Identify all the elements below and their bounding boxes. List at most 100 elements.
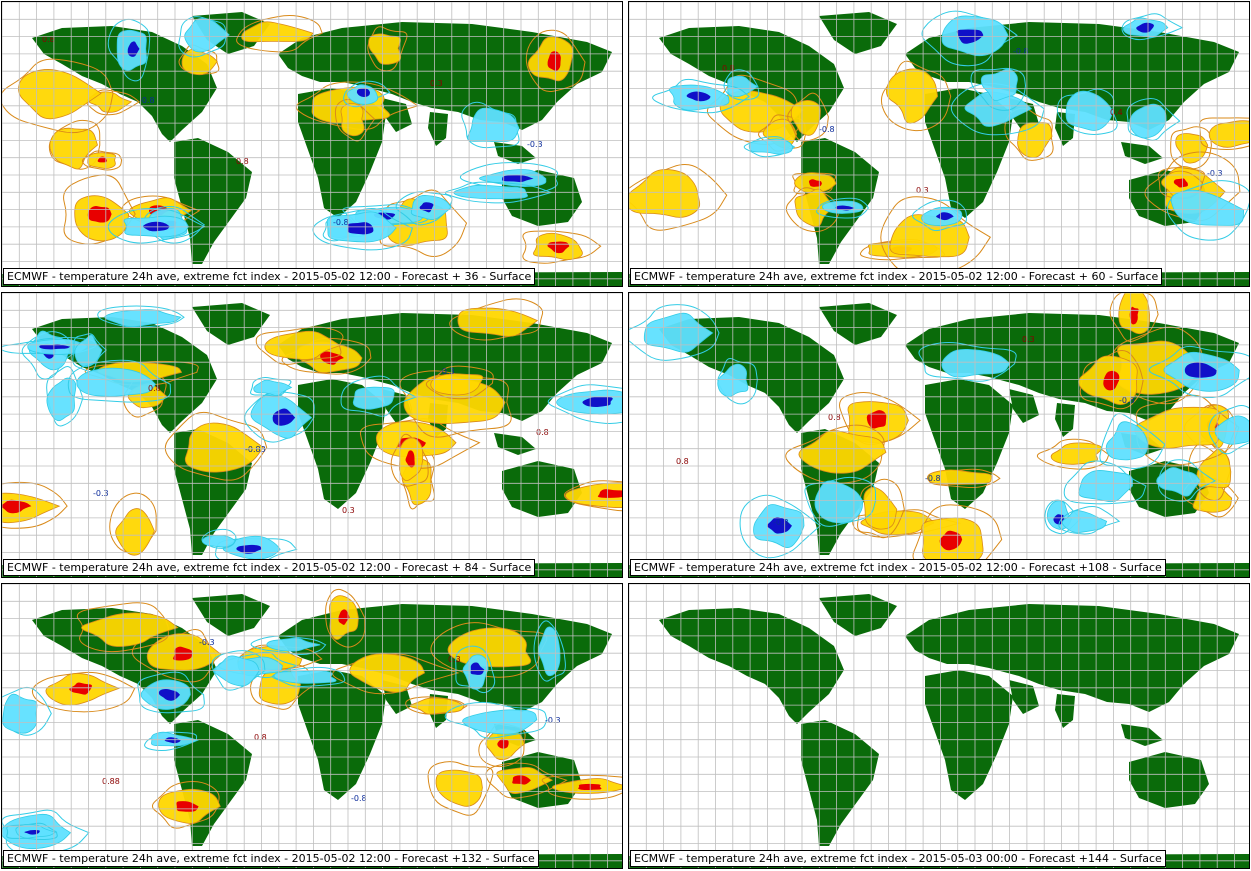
cool-anomaly — [1214, 415, 1249, 445]
cool-contour — [547, 384, 622, 424]
hot-core — [1173, 178, 1188, 188]
landmass — [192, 594, 270, 636]
cold-core — [356, 88, 370, 98]
landmass — [905, 604, 1239, 712]
landmass — [819, 303, 897, 345]
landmass — [1121, 724, 1163, 746]
map-panel-fc84: 0.8-0.830.3-0.30.8-0.3 ECMWF - temperatu… — [1, 292, 623, 578]
cool-contour — [1099, 413, 1166, 469]
anomaly-layer — [2, 15, 602, 264]
contour-label: 0.3 — [1022, 335, 1035, 344]
cool-contour — [912, 199, 968, 232]
cool-anomaly — [537, 626, 561, 677]
hot-core — [87, 205, 112, 223]
cool-anomaly — [104, 309, 182, 328]
cool-contour — [1121, 13, 1184, 41]
landmass — [428, 112, 448, 146]
landmass — [659, 317, 844, 433]
contour-label: -0.8 — [925, 474, 941, 483]
cool-contour — [2, 686, 52, 736]
cool-anomaly — [2, 693, 38, 734]
cold-core — [127, 41, 140, 57]
contour-label: 0.8 — [42, 35, 55, 44]
anomaly-layer — [629, 293, 1249, 577]
hot-core — [338, 609, 350, 625]
cool-contour — [1157, 459, 1217, 502]
map-panel-fc60: 0.8 -0.8 0.3 -0.8 0.4 -0.3 ECMWF - temperatur… — [628, 1, 1250, 287]
contour-label: -0.83 — [245, 445, 266, 454]
hot-core — [69, 682, 93, 695]
contour-label: -0.3 — [93, 489, 109, 498]
warm-contour — [541, 774, 622, 800]
landmass — [801, 720, 879, 846]
landmass — [278, 313, 612, 421]
landmass — [298, 670, 386, 800]
warm-anomaly — [368, 33, 402, 65]
warm-contour — [449, 298, 544, 341]
map-panel-fc36: 0.8 -0.8 0.8 -0.8 0.3 -0.3 ECMWF - temperatur… — [1, 1, 623, 287]
cool-contour — [459, 162, 559, 194]
contour-label: -0.8 — [1013, 47, 1029, 56]
panel-caption: ECMWF - temperature 24h ave, extreme fct… — [630, 268, 1163, 285]
warm-anomaly — [340, 102, 365, 137]
warm-anomaly — [790, 100, 821, 136]
warm-contour — [1170, 126, 1212, 170]
contour-labels: 0.8 -0.8 0.8 -0.8 0.3 -0.3 — [42, 35, 543, 227]
landmass — [659, 608, 844, 724]
warm-anomaly — [457, 307, 539, 337]
contour-label: 0.8 — [148, 384, 161, 393]
cool-anomaly — [462, 709, 538, 735]
cool-anomaly — [76, 367, 156, 397]
panel-caption: ECMWF - temperature 24h ave, extreme fct… — [630, 559, 1166, 576]
contour-label: -0.3 — [199, 638, 215, 647]
panel-caption: ECMWF - temperature 24h ave, extreme fct… — [3, 268, 536, 285]
cool-contour — [144, 731, 198, 752]
cool-contour — [107, 18, 151, 82]
cold-core — [686, 91, 711, 102]
warm-contour — [1079, 350, 1144, 410]
cool-contour — [137, 671, 205, 714]
contour-label: -0.3 — [773, 518, 789, 527]
cool-contour — [1126, 98, 1181, 141]
hot-core — [2, 499, 32, 514]
warm-anomaly — [349, 653, 426, 693]
landmass — [502, 461, 582, 517]
contour-label: 0.4 — [1110, 108, 1123, 117]
cool-contour — [444, 701, 548, 739]
warm-contour — [880, 196, 992, 277]
hot-core — [866, 410, 887, 429]
cool-contour — [272, 666, 346, 687]
warm-anomaly — [794, 188, 836, 227]
hot-core — [1103, 370, 1120, 391]
warm-contour — [1199, 117, 1249, 150]
contour-label: 0.8 — [236, 157, 249, 166]
warm-contour — [525, 29, 586, 92]
world-map: 0.8 -0.8 0.3 -0.8 0.8 -0.3 — [629, 293, 1249, 577]
hot-core — [808, 179, 822, 187]
cool-contour — [816, 197, 869, 219]
cool-contour — [250, 376, 292, 397]
warm-contour — [2, 58, 114, 134]
contour-label: 0.8 — [676, 457, 689, 466]
cool-contour — [652, 78, 750, 114]
contour-label: 0.3 — [430, 79, 443, 88]
map-panel-fc144: ECMWF - temperature 24h ave, extreme fct… — [628, 583, 1250, 869]
warm-contour — [427, 761, 494, 816]
landmass — [819, 594, 897, 636]
warm-anomaly — [115, 508, 155, 556]
cool-anomaly — [643, 312, 714, 353]
contour-labels: 0.8 -0.8 0.3 -0.8 0.4 -0.3 — [722, 47, 1223, 195]
contour-label: -0.8 — [1119, 396, 1135, 405]
hot-core — [1129, 306, 1139, 325]
hot-core — [512, 775, 531, 785]
cool-contour — [1166, 180, 1249, 241]
contour-labels: 0.8 -0.8 0.3 -0.3 0.88 -0.3 — [102, 638, 561, 803]
contour-label: 0.3 — [448, 655, 461, 664]
landmass — [278, 22, 612, 130]
cold-core — [347, 222, 374, 235]
cool-contour — [1208, 405, 1249, 455]
contour-label: -0.8 — [351, 794, 367, 803]
cool-anomaly — [941, 348, 1011, 378]
contour-label: -0.8 — [139, 96, 155, 105]
warm-anomaly — [435, 769, 483, 807]
